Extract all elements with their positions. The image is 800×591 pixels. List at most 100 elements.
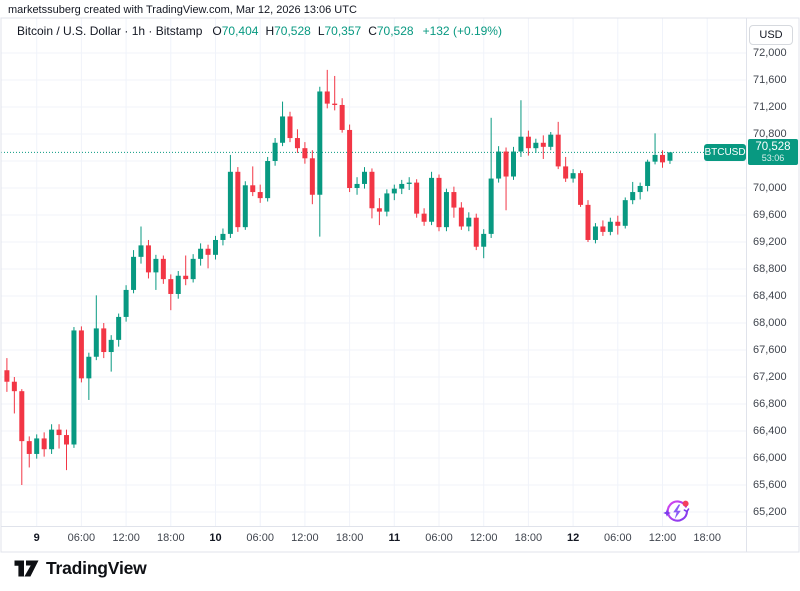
time-axis-label: 11	[388, 532, 401, 544]
time-axis-label: 18:00	[335, 532, 364, 544]
tradingview-mark-icon	[14, 560, 39, 577]
candle-body	[600, 226, 606, 232]
candle-body	[213, 239, 218, 255]
candle-body	[630, 192, 636, 201]
tradingview-logo[interactable]: TradingView	[14, 558, 147, 579]
candle-body	[436, 177, 442, 228]
candle-body	[168, 279, 174, 294]
ohlc-close: C70,528	[368, 24, 414, 38]
candle-body	[443, 192, 449, 228]
candle-body	[429, 177, 435, 222]
candle-body	[34, 438, 40, 454]
price-axis-label: 70,800	[753, 128, 787, 140]
time-axis-label: 12:00	[648, 532, 677, 544]
bar-countdown: 53:06	[761, 152, 785, 163]
candle-body	[376, 208, 382, 212]
candle-body	[160, 258, 166, 280]
price-axis-label: 70,000	[753, 182, 787, 194]
last-price-badge[interactable]: 70,528 53:06	[748, 138, 798, 165]
candle-body	[235, 171, 241, 228]
candle-body	[339, 104, 345, 130]
price-axis-label: 68,000	[753, 317, 787, 329]
candle-body	[503, 151, 509, 177]
candle-body	[466, 217, 472, 227]
time-axis-label: 06:00	[604, 532, 632, 544]
time-axis[interactable]: 9 06:00 12:00 18:00 10 06:00 12:00 18:00 11 06:00…	[0, 527, 746, 552]
replay-lightning-icon[interactable]	[662, 496, 692, 526]
tradingview-logo-text: TradingView	[46, 558, 147, 578]
price-axis-label: 66,000	[753, 452, 787, 464]
candle-body	[637, 185, 643, 193]
candle-body	[183, 275, 189, 280]
candle-body	[332, 103, 338, 105]
candle-body	[525, 136, 531, 149]
candle-body	[86, 356, 92, 379]
candle-body	[49, 429, 55, 450]
candle-body	[108, 339, 114, 353]
symbol-price-tag[interactable]: BTCUSD	[704, 143, 746, 161]
candle-body	[309, 158, 315, 195]
candle-body	[496, 151, 502, 179]
candle-body	[615, 221, 621, 226]
candle-body	[548, 134, 554, 147]
price-axis-label: 67,200	[753, 371, 787, 383]
candle-body	[41, 438, 47, 450]
candle-body	[265, 161, 271, 199]
candle-body	[384, 193, 390, 212]
candle-body	[257, 192, 263, 199]
price-axis-label: 69,200	[753, 236, 787, 248]
candle-body	[71, 330, 77, 445]
candle-body	[287, 116, 293, 139]
candle-body	[660, 154, 665, 163]
candle-body	[280, 116, 286, 143]
candle-body	[153, 258, 159, 273]
candle-body	[488, 178, 494, 234]
candle-body	[622, 200, 628, 226]
candle-body	[145, 245, 151, 273]
candle-body	[116, 316, 122, 340]
candle-body	[56, 429, 62, 436]
ohlc-open: O70,404	[212, 24, 259, 38]
candle-body	[518, 136, 524, 152]
candle-body	[414, 182, 420, 214]
time-axis-label: 12:00	[112, 532, 140, 544]
candle-body	[421, 213, 427, 222]
ohlc-high: H70,528	[265, 24, 311, 38]
candle-body	[578, 173, 584, 205]
price-axis[interactable]: 72,000 71,600 71,200 70,800 70,000 69,600 69,2…	[747, 18, 800, 526]
candle-body	[369, 171, 375, 209]
currency-toggle-button[interactable]: USD	[749, 25, 793, 45]
candle-body	[317, 91, 323, 195]
price-axis-label: 71,600	[753, 74, 787, 86]
candle-body	[347, 129, 353, 188]
widget-border	[0, 17, 800, 553]
candle-body	[227, 171, 233, 234]
price-axis-label: 72,000	[753, 47, 787, 59]
candle-body	[592, 226, 598, 240]
time-axis-label: 9	[33, 532, 40, 544]
candle-body	[294, 138, 300, 149]
change-value: +132 (+0.19%)	[422, 24, 502, 38]
candle-body	[272, 142, 278, 161]
price-axis-label: 69,600	[753, 209, 787, 221]
symbol-title[interactable]: Bitcoin / U.S. Dollar · 1h · Bitstamp	[17, 24, 203, 38]
attribution-text: marketssuberg created with TradingView.c…	[8, 4, 357, 16]
candle-body	[93, 328, 99, 357]
candle-body	[667, 152, 673, 161]
candle-body	[138, 245, 144, 257]
candle-body	[101, 328, 107, 353]
last-price-value: 70,528	[755, 140, 791, 153]
time-axis-label: 12:00	[291, 532, 319, 544]
time-axis-label: 18:00	[693, 532, 721, 544]
candle-body	[78, 330, 84, 379]
candle-body	[652, 154, 658, 162]
candle-body	[11, 381, 17, 392]
time-axis-label: 06:00	[67, 532, 96, 544]
candle-body	[540, 142, 546, 147]
time-axis-label: 12:00	[469, 532, 498, 544]
candle-body	[511, 151, 516, 177]
candle-body	[19, 391, 25, 442]
symbol-legend[interactable]: Bitcoin / U.S. Dollar · 1h · Bitstamp O7…	[17, 24, 502, 38]
